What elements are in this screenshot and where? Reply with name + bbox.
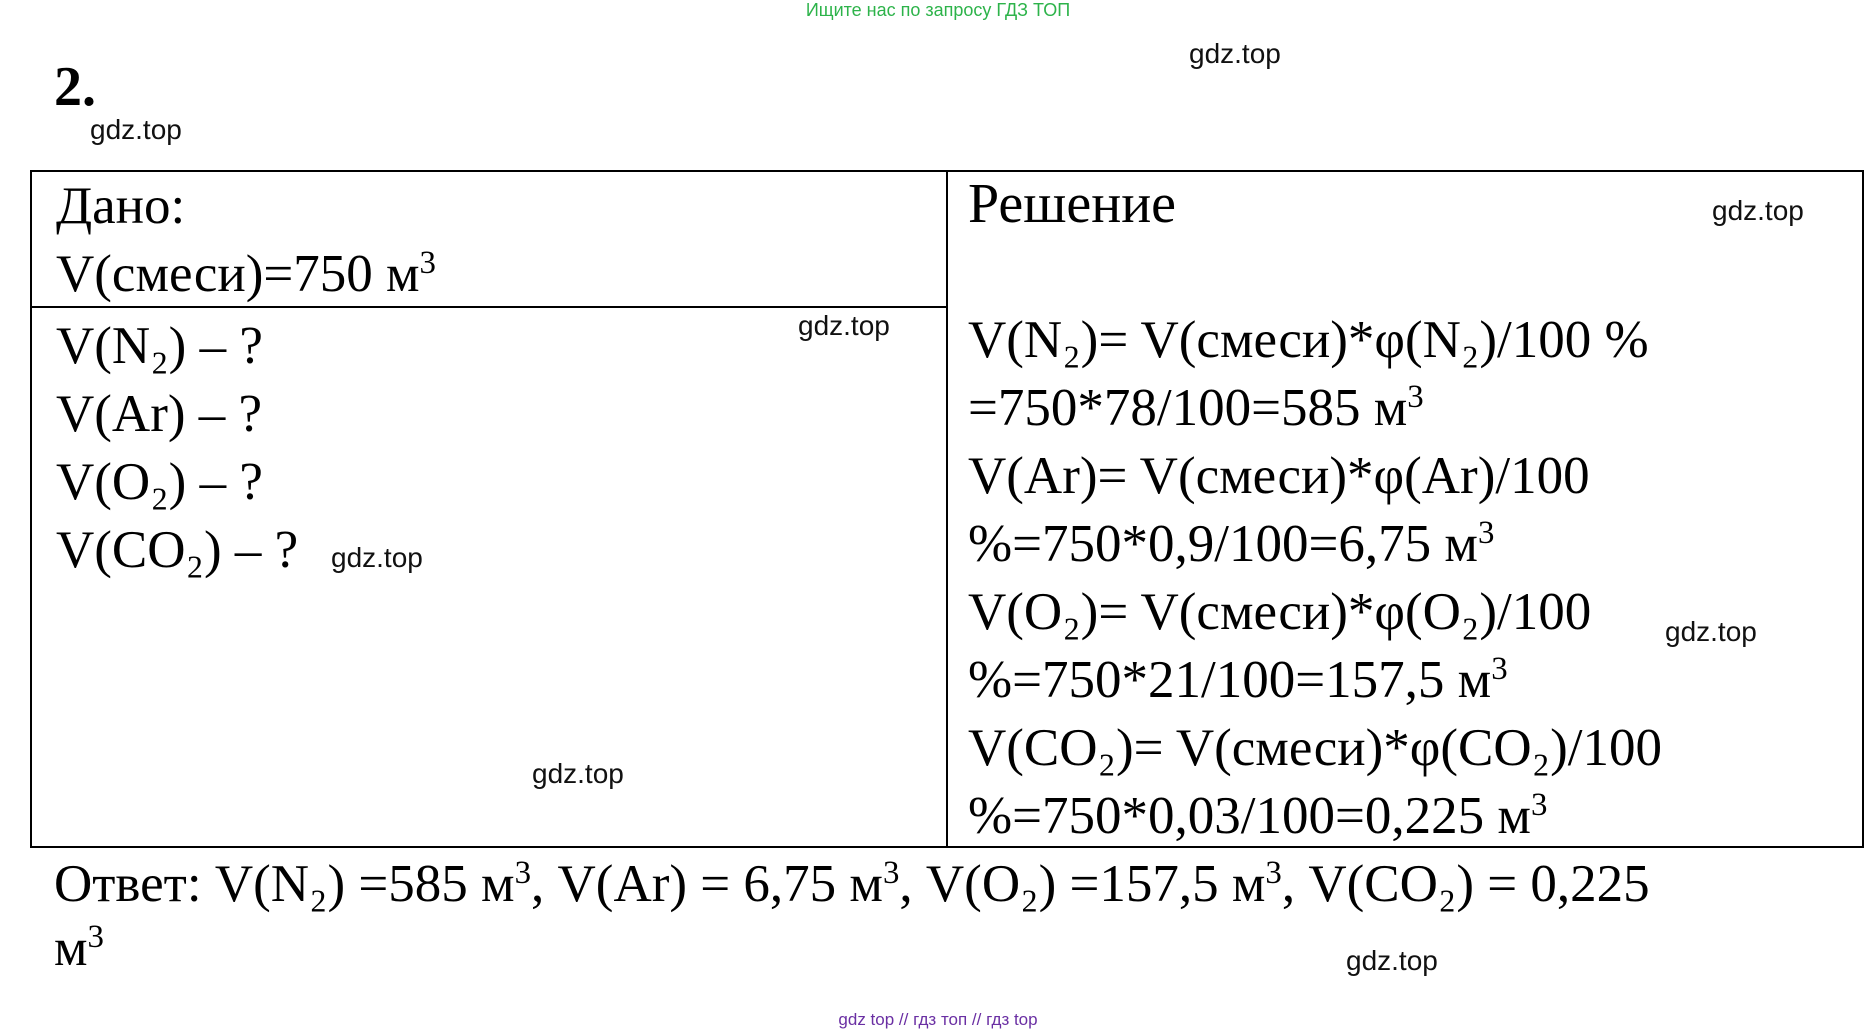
answer-co2: V(CO₂) = 0,225 <box>1308 855 1650 913</box>
o2-calculation: %=750*21/100=157,5 м3 <box>968 650 1508 709</box>
ar-calculation: %=750*0,9/100=6,75 м3 <box>968 514 1495 573</box>
given-divider <box>30 306 948 308</box>
find-item: V(O₂) – ? <box>56 453 263 511</box>
find-item: V(N₂) – ? <box>56 317 263 375</box>
watermark: gdz.top <box>1665 616 1757 647</box>
watermark: gdz.top <box>1712 195 1804 226</box>
watermark: gdz.top <box>1189 38 1281 69</box>
watermark: gdz.top <box>798 310 890 341</box>
find-section: V(N₂) – ? V(Ar) – ? V(O₂) – ? V(CO₂) – ? <box>56 312 298 584</box>
problem-number: 2. <box>54 56 96 118</box>
given-mixture-volume: V(смеси)=750 м3 <box>56 244 436 303</box>
co2-formula: V(CO₂)= V(смеси)*φ(CO₂)/100 <box>968 719 1662 777</box>
table-border-left <box>30 170 32 848</box>
find-item: V(Ar) – ? <box>56 385 263 443</box>
answer-label: Ответ: <box>54 855 202 913</box>
bottom-banner: gdz top // гдз топ // гдз top <box>838 1010 1038 1029</box>
watermark: gdz.top <box>532 758 624 789</box>
given-heading: Дано: <box>56 177 186 235</box>
o2-formula: V(O₂)= V(смеси)*φ(O₂)/100 <box>968 583 1592 641</box>
top-banner: Ищите нас по запросу ГДЗ ТОП <box>805 0 1071 20</box>
table-column-divider <box>946 170 948 848</box>
table-border-right <box>1862 170 1864 848</box>
answer-unit: м3 <box>54 918 104 977</box>
n2-calculation: =750*78/100=585 м3 <box>968 378 1424 437</box>
given-section: Дано: V(смеси)=750 м3 <box>56 172 436 308</box>
n2-formula: V(N₂)= V(смеси)*φ(N₂)/100 % <box>968 311 1649 369</box>
answer-o2: V(O₂) =157,5 м <box>925 855 1266 913</box>
solution-heading: Решение <box>968 173 1177 235</box>
answer-ar: V(Ar) = 6,75 м <box>557 855 883 913</box>
answer-line: Ответ: V(N₂) =585 м3, V(Ar) = 6,75 м3, V… <box>54 854 1650 913</box>
watermark: gdz.top <box>90 114 182 145</box>
answer-n2: V(N₂) =585 м <box>214 855 515 913</box>
find-item: V(CO₂) – ? <box>56 521 299 579</box>
co2-calculation: %=750*0,03/100=0,225 м3 <box>968 786 1548 845</box>
watermark: gdz.top <box>1346 945 1438 976</box>
ar-formula: V(Ar)= V(смеси)*φ(Ar)/100 <box>968 447 1590 505</box>
solution-section: V(N₂)= V(смеси)*φ(N₂)/100 % =750*78/100=… <box>968 306 1662 850</box>
watermark: gdz.top <box>331 542 423 573</box>
